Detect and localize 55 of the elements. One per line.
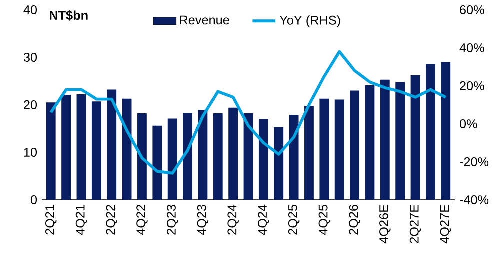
x-tick-label: 2Q24 [228, 204, 239, 235]
x-tick-label: 2Q26 [349, 205, 360, 235]
bar [410, 76, 420, 200]
bar [441, 62, 451, 200]
bar [198, 110, 208, 200]
y2-tick-label: 40% [460, 44, 484, 52]
legend-label: Revenue [180, 16, 230, 25]
y2-tick-label: -40% [460, 196, 489, 204]
bar [228, 108, 238, 200]
x-tick-label: 4Q25 [318, 205, 330, 236]
bar [168, 118, 178, 200]
bar [138, 114, 147, 200]
bar [289, 114, 299, 200]
bar [244, 114, 254, 200]
bar [76, 94, 86, 200]
bar [334, 100, 344, 200]
x-tick-label: 4Q22 [136, 205, 148, 236]
bar [213, 114, 223, 200]
x-tick-label: 4Q27E [440, 205, 452, 244]
y2-tick-label: 20% [460, 82, 484, 90]
bar [92, 102, 102, 200]
y2-tick-label: 0% [460, 120, 478, 128]
x-tick-label: 2Q21 [46, 205, 57, 235]
y-tick-label: 10 [24, 148, 38, 157]
y2-tick-label: -20% [460, 158, 489, 166]
bar [152, 126, 162, 200]
x-tick-label: 2Q23 [166, 205, 178, 235]
y-tick-label: 30 [24, 53, 38, 62]
bar [258, 119, 268, 200]
bar [62, 95, 72, 200]
y2-tick-label: 60% [460, 6, 484, 14]
x-tick-label: 4Q23 [197, 205, 209, 236]
y-axis-title: NT$bn [50, 10, 88, 21]
bar [350, 90, 360, 200]
x-tick-label: 4Q24 [258, 204, 270, 236]
y-tick-label: 0 [30, 196, 38, 204]
bar [396, 82, 406, 200]
x-tick-label: 4Q21 [76, 205, 88, 236]
x-tick-label: 2Q25 [288, 205, 300, 235]
bar [107, 90, 117, 200]
y-tick-label: 20 [24, 100, 38, 110]
line-series [50, 50, 448, 175]
bar [183, 113, 192, 200]
x-tick-label: 2Q22 [106, 205, 118, 235]
legend-label: YoY (RHS) [280, 16, 340, 28]
y-tick-label: 40 [24, 6, 38, 14]
bar [426, 64, 436, 200]
bar [320, 98, 330, 200]
bar [304, 106, 314, 200]
x-tick-label: 2Q27E [410, 205, 422, 244]
bar [365, 86, 375, 200]
x-tick-label: 4Q26E [380, 205, 391, 244]
bar [46, 102, 56, 200]
bar [380, 80, 390, 200]
bar [274, 127, 284, 200]
